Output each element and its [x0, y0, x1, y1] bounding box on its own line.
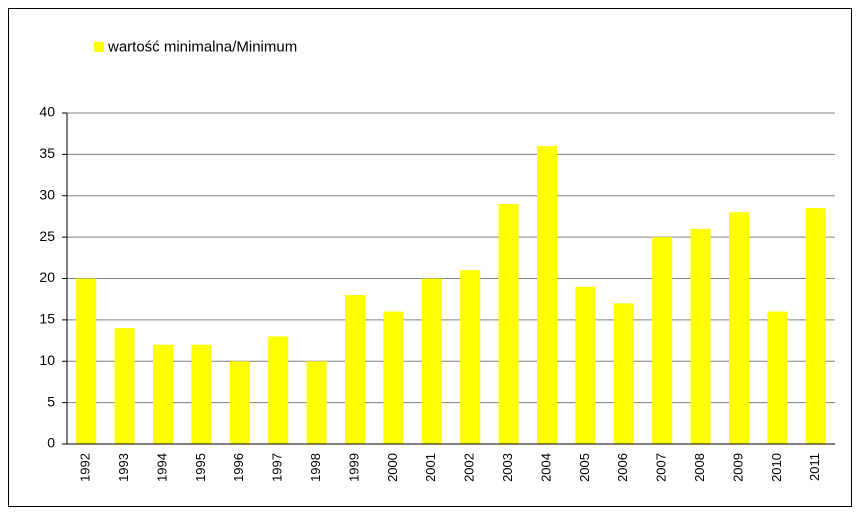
bar [76, 278, 97, 444]
bar [306, 361, 327, 444]
y-tick-label: 30 [39, 186, 55, 202]
bar [345, 295, 365, 444]
bar [229, 361, 250, 444]
x-tick-label: 2006 [615, 453, 630, 482]
y-tick-label: 5 [47, 393, 55, 409]
bar [191, 344, 212, 444]
x-tick-label: 2002 [462, 453, 477, 482]
x-tick-label: 2005 [577, 453, 592, 482]
y-tick-label: 0 [47, 435, 55, 451]
x-tick-label: 2007 [654, 453, 669, 482]
bar [114, 328, 135, 444]
y-tick-label: 15 [39, 311, 55, 327]
legend-swatch [94, 42, 104, 52]
y-tick-label: 35 [39, 145, 55, 161]
y-tick-label: 25 [39, 228, 55, 244]
x-tick-label: 2009 [730, 453, 745, 482]
bar [460, 270, 481, 444]
bar [805, 208, 826, 444]
x-tick-label: 1995 [193, 453, 208, 482]
bar [690, 228, 711, 444]
x-tick-label: 1993 [116, 453, 131, 482]
bar [421, 278, 442, 444]
y-tick-label: 10 [39, 352, 55, 368]
x-tick-label: 1994 [154, 453, 169, 482]
x-tick-label: 1999 [346, 453, 361, 482]
x-tick-label: 1996 [231, 453, 246, 482]
x-tick-label: 2004 [538, 453, 553, 482]
y-tick-label: 20 [39, 269, 55, 285]
x-tick-label: 1992 [78, 453, 93, 482]
x-tick-label: 2011 [807, 453, 822, 481]
legend-label: wartość minimalna/Minimum [107, 38, 297, 55]
bar [575, 286, 596, 444]
bar [153, 344, 173, 444]
x-tick-label: 2001 [423, 453, 438, 482]
bar [268, 336, 289, 444]
x-tick-label: 1998 [308, 453, 323, 482]
y-tick-label: 40 [39, 104, 55, 120]
bar [537, 146, 557, 444]
bar [652, 237, 673, 444]
x-tick-label: 1997 [270, 453, 285, 482]
x-tick-label: 2003 [500, 453, 515, 482]
bar [383, 311, 404, 444]
bar [767, 311, 788, 444]
bar [729, 212, 749, 444]
x-tick-label: 2008 [692, 453, 707, 482]
bar [613, 303, 634, 444]
x-tick-label: 2000 [385, 453, 400, 482]
bar [498, 204, 519, 444]
x-tick-label: 2010 [769, 453, 784, 482]
